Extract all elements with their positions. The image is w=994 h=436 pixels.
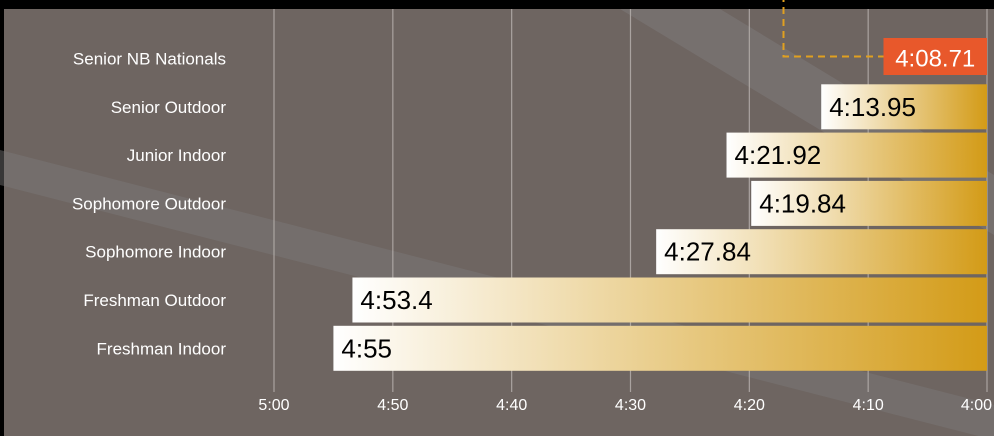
x-tick-label: 4:30 (615, 397, 646, 414)
bar (751, 180, 987, 226)
category-label: Freshman Outdoor (83, 291, 226, 310)
bar (726, 132, 987, 178)
highlight-value-box (883, 38, 987, 75)
decorative-stripe (620, 9, 994, 235)
bar (821, 84, 987, 130)
bar (333, 325, 988, 371)
category-label: Freshman Indoor (97, 339, 227, 358)
bar (656, 229, 987, 275)
category-label: Sophomore Outdoor (72, 194, 226, 213)
x-tick-label: 4:50 (377, 397, 408, 414)
top-frame (0, 0, 994, 9)
x-tick-label: 4:00 (961, 397, 992, 414)
category-label: Senior NB Nationals (73, 50, 226, 69)
x-tick-label: 5:00 (258, 397, 289, 414)
data-label: 4:13.95 (829, 92, 916, 122)
data-label: 4:08.71 (895, 46, 975, 73)
category-label: Sophomore Indoor (85, 243, 226, 262)
x-tick-label: 4:40 (496, 397, 527, 414)
data-label: 4:21.92 (735, 140, 822, 170)
x-tick-label: 4:20 (734, 397, 765, 414)
data-label: 4:55 (341, 333, 392, 363)
data-label: 4:19.84 (759, 188, 846, 218)
data-label: 4:53.4 (360, 285, 432, 315)
category-label: Senior Outdoor (111, 98, 227, 117)
x-tick-label: 4:10 (853, 397, 884, 414)
data-label: 4:27.84 (664, 237, 751, 267)
category-label: Junior Indoor (127, 146, 227, 165)
left-frame (0, 0, 4, 436)
bar (352, 277, 987, 323)
highlight-connector (782, 0, 884, 58)
